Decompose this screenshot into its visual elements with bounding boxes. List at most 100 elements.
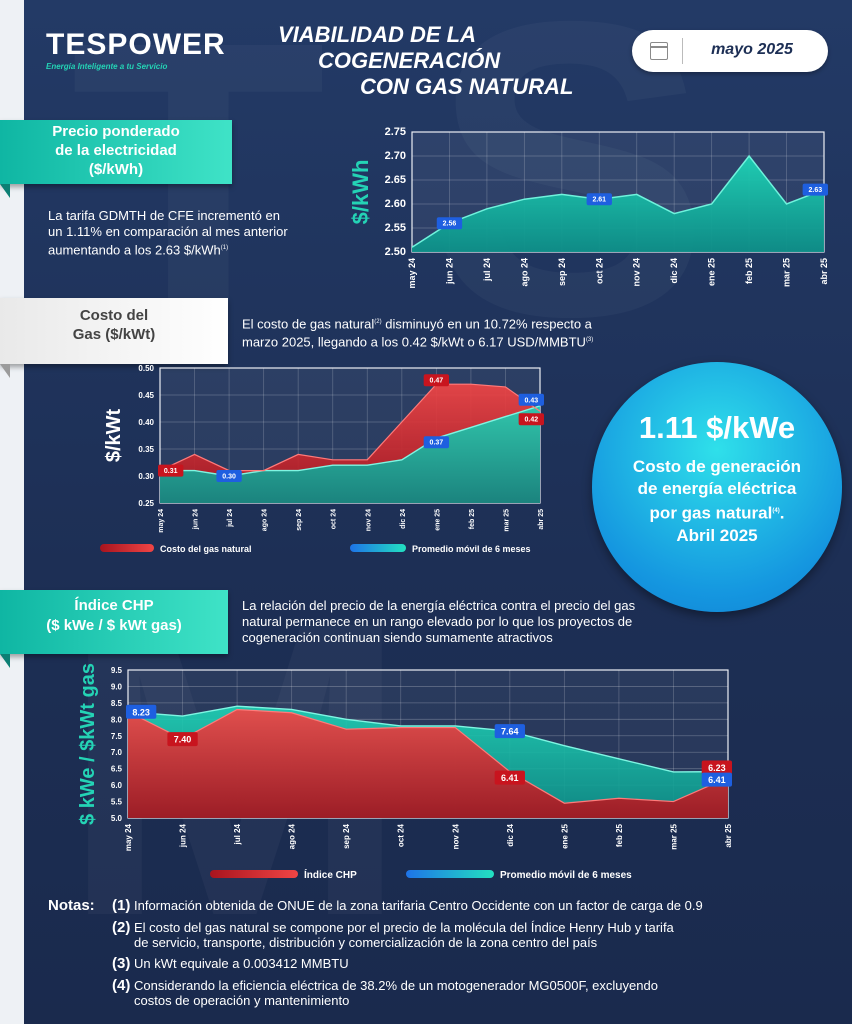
ribbon-line: Costo del: [79, 307, 149, 324]
highlight-line: de energía eléctrica: [637, 479, 797, 498]
text-line: cogeneración continuan siendo sumamente …: [242, 630, 553, 645]
data-label-box: [586, 193, 612, 206]
y-tick-label: 2.50: [385, 246, 406, 258]
data-label-box: [494, 770, 525, 785]
x-tick-label: jul 24: [233, 823, 242, 845]
tespower-logo: TESPOWER Energía Inteligente a tu Servic…: [46, 28, 226, 71]
text-line: La relación del precio de la energía elé…: [242, 598, 636, 613]
text-span: marzo 2025, llegando a los 0.42 $/kWt o …: [242, 334, 586, 350]
x-tick-label: may 24: [158, 509, 165, 533]
x-tick-label: ago 24: [519, 258, 529, 287]
note-text: Considerando la eficiencia eléctrica de …: [134, 978, 852, 1008]
text-span: aumentando a los 2.63 $/kWh: [48, 242, 221, 258]
note-text: El costo del gas natural se compone por …: [134, 920, 852, 950]
y-axis-label: $ kWe / $kWt gas: [77, 663, 99, 825]
ribbon-line: de la electricidad: [55, 142, 177, 159]
y-tick-label: 0.25: [138, 499, 154, 508]
y-tick-label: 6.5: [111, 765, 123, 774]
data-label: 7.40: [174, 735, 192, 745]
data-label: 0.30: [222, 474, 236, 481]
date-text: mayo 2025: [711, 41, 793, 58]
data-label: 2.61: [592, 197, 606, 204]
note-ref: (4): [772, 508, 780, 514]
y-tick-label: 2.60: [385, 198, 406, 210]
chp-index-chart: 5.0 5.5 6.0 6.5 7.0 7.5 8.0 8.5 9.0 9.5 may 24 jun …: [77, 663, 733, 881]
y-tick-label: 6.0: [111, 781, 123, 790]
ribbon-line: Índice CHP: [74, 597, 154, 614]
y-tick-label: 2.70: [385, 150, 406, 162]
y-tick-label: 2.75: [385, 126, 406, 138]
y-tick-label: 0.40: [138, 418, 154, 427]
x-tick-label: nov 24: [365, 509, 372, 531]
y-tick-label: 0.35: [138, 445, 154, 454]
x-tick-label: jul 24: [482, 258, 492, 282]
ribbon-line: Gas ($/kWt): [72, 326, 156, 343]
ribbon-line: ($/kWh): [88, 161, 144, 178]
highlight-text: Costo de generación de energía eléctrica…: [606, 456, 828, 547]
x-tick-label: abr 25: [819, 258, 829, 285]
page-title: VIABILIDAD DE LA COGENERACIÓN CON GAS NA…: [262, 22, 602, 100]
note-ref: (2): [374, 319, 382, 325]
x-tick-label: feb 25: [469, 509, 476, 529]
logo-name: TESPOWER: [46, 28, 226, 61]
y-tick-label: 5.5: [111, 798, 123, 807]
note-number: (1): [112, 897, 131, 914]
x-tick-label: mar 25: [782, 258, 792, 287]
note-ref: (3): [585, 337, 594, 344]
data-label: 0.43: [525, 397, 539, 404]
legend-swatch: [210, 870, 298, 878]
x-tick-label: jun 24: [179, 823, 188, 848]
x-tick-label: may 24: [407, 258, 417, 289]
x-tick-label: nov 24: [632, 258, 642, 287]
legend-label: Índice CHP: [304, 868, 357, 881]
data-label: 0.47: [430, 378, 444, 385]
highlight-line: Abril 2025: [676, 525, 758, 545]
chp-ribbon: Índice CHP ($ kWe / $ kWt gas): [0, 590, 228, 668]
note-number: (4): [112, 977, 131, 994]
text-line: aumentando a los 2.63 $/kWh(1): [48, 240, 348, 258]
generation-cost-highlight: 1.11 $/kWe Costo de generación de energí…: [592, 362, 842, 612]
data-label-box: [158, 464, 184, 477]
y-tick-label: 8.5: [111, 699, 123, 708]
x-tick-label: dic 24: [669, 258, 679, 284]
note-number: (3): [112, 955, 131, 972]
y-tick-label: 9.5: [111, 666, 123, 675]
y-tick-label: 7.0: [111, 748, 123, 757]
x-tick-label: mar 25: [503, 509, 510, 532]
chp-description: La relación del precio de la energía elé…: [242, 598, 742, 646]
date-badge: mayo 2025: [632, 30, 828, 72]
y-tick-label: 7.5: [111, 732, 123, 741]
data-label-box: [494, 724, 525, 739]
x-tick-label: ene 25: [707, 258, 717, 286]
x-tick-label: dic 24: [400, 509, 407, 529]
highlight-line: Costo de generación: [632, 457, 802, 476]
x-tick-label: abr 25: [724, 823, 733, 847]
text-line: un 1.11% en comparación al mes anterior: [48, 224, 288, 239]
data-label-box: [126, 704, 157, 719]
data-label: 7.64: [501, 727, 519, 737]
data-label-box: [216, 470, 242, 482]
note-ref: (1): [220, 245, 229, 251]
x-tick-label: sep 24: [342, 823, 351, 848]
primary-series-line: [127, 708, 729, 804]
data-label-box: [518, 413, 544, 426]
note-line: de servicio, transporte, distribución y …: [134, 935, 598, 950]
ribbon-line: Precio ponderado: [52, 123, 180, 140]
electricity-description: La tarifa GDMTH de CFE incrementó en un …: [48, 208, 348, 258]
data-label-box: [701, 760, 732, 775]
note-text: Un kWt equivale a 0.003412 MMBTU: [134, 956, 349, 971]
data-label: 0.37: [430, 440, 444, 447]
electricity-price-chart: 2.50 2.55 2.60 2.65 2.70 2.75 may 24 jun 24 jul …: [348, 126, 829, 289]
data-label: 2.56: [443, 221, 457, 228]
data-label-box: [518, 393, 544, 406]
data-label: 6.41: [501, 773, 519, 783]
data-label: 6.41: [708, 775, 726, 785]
y-tick-label: 2.65: [385, 174, 406, 186]
series-area: [412, 156, 824, 252]
title-line-1: VIABILIDAD DE LA: [278, 22, 476, 47]
x-tick-label: jul 24: [227, 509, 234, 528]
highlight-value: 1.11 $/kWe: [638, 410, 796, 445]
gas-cost-area: [128, 709, 728, 818]
x-tick-label: oct 24: [331, 509, 338, 529]
note-line: Considerando la eficiencia eléctrica de …: [134, 978, 658, 993]
